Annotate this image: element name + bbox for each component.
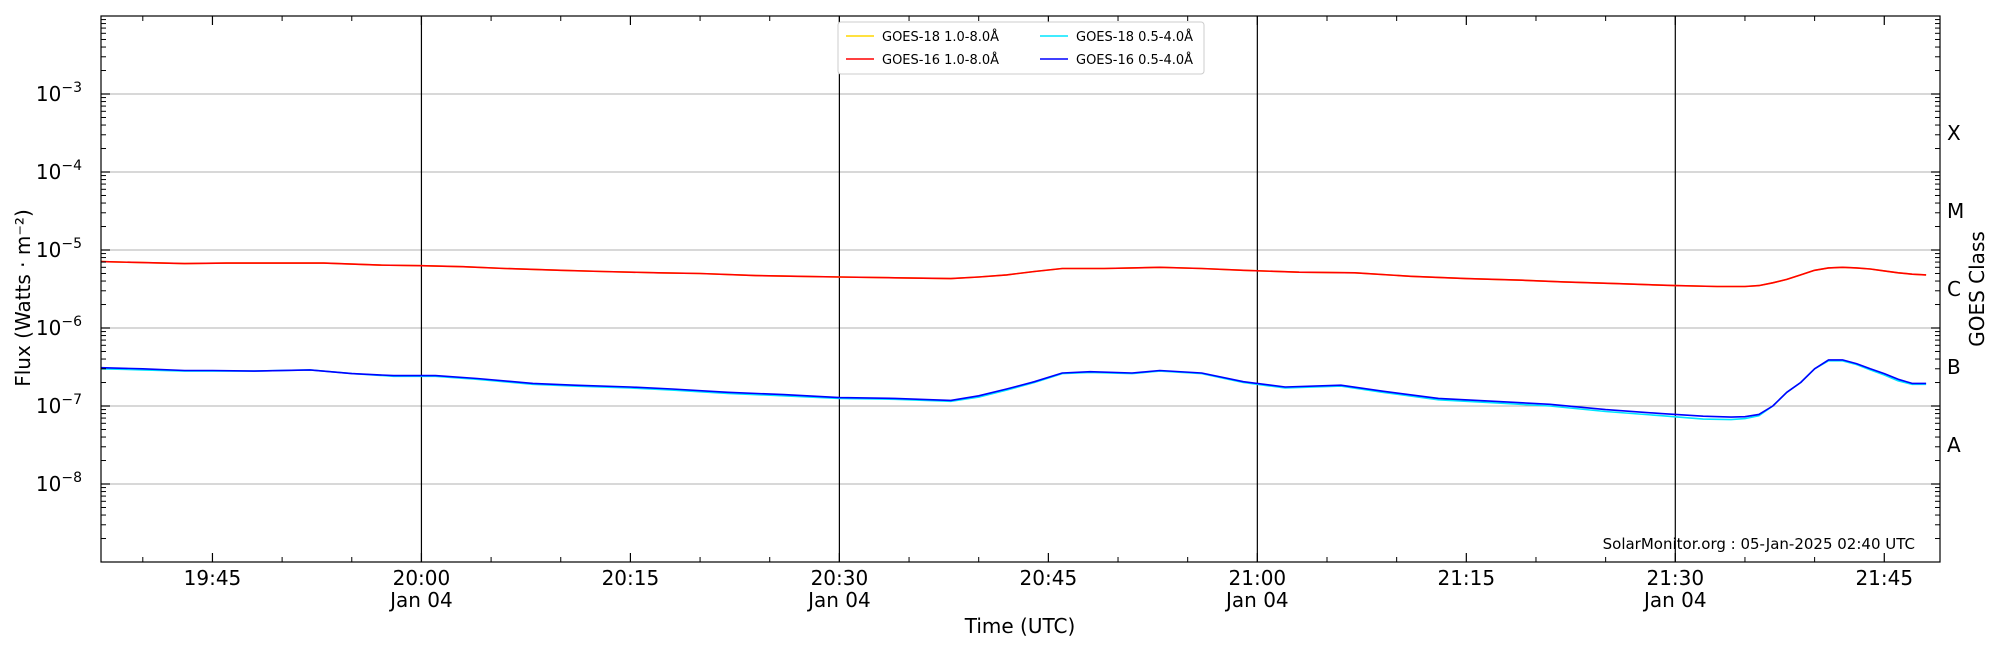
x-tick-label: 21:00	[1229, 566, 1287, 590]
legend-label: GOES-16 1.0-8.0Å	[882, 52, 999, 68]
watermark-text: SolarMonitor.org : 05-Jan-2025 02:40 UTC	[1603, 535, 1915, 553]
x-axis-label: Time (UTC)	[964, 614, 1076, 638]
y-tick-label: 10−4	[36, 158, 82, 184]
plot-area-frame	[100, 15, 1941, 563]
x-tick-date-label: Jan 04	[1224, 588, 1289, 612]
x-tick-label: 20:15	[602, 566, 660, 590]
grid-layer	[101, 93, 1940, 485]
y-tick-base: 10	[36, 82, 61, 106]
x-tick-label: 19:45	[184, 566, 242, 590]
y-tick-label: 10−3	[36, 80, 82, 106]
x-tick-label: 20:45	[1020, 566, 1078, 590]
goes-class-label: B	[1947, 355, 1961, 379]
y-tick-label: 10−7	[36, 392, 82, 418]
y-tick-exponent: −3	[61, 80, 82, 96]
goes-class-label: M	[1947, 199, 1964, 223]
legend-label: GOES-16 0.5-4.0Å	[1076, 52, 1193, 68]
y-tick-exponent: −4	[61, 158, 82, 174]
legend-label: GOES-18 1.0-8.0Å	[882, 29, 999, 45]
x-tick-label: 21:45	[1855, 566, 1913, 590]
x-tick-date-label: Jan 04	[1642, 588, 1707, 612]
tick-layer	[101, 16, 1940, 562]
y-tick-exponent: −6	[61, 314, 82, 330]
x-tick-date-label: Jan 04	[388, 588, 453, 612]
day-boundary-lines	[420, 16, 1676, 562]
y-tick-exponent: −5	[61, 236, 82, 252]
x-tick-date-label: Jan 04	[806, 588, 871, 612]
series-line-4	[100, 359, 1927, 418]
y-axis-label: Flux (Watts · m⁻²)	[11, 209, 35, 387]
y-tick-label: 10−6	[36, 314, 82, 340]
series-line-3	[100, 359, 1927, 421]
y-tick-exponent: −8	[61, 470, 82, 486]
y-axis-tick-labels: 10−810−710−610−510−410−3	[36, 80, 82, 496]
y-tick-base: 10	[36, 160, 61, 184]
y-tick-label: 10−8	[36, 470, 82, 496]
legend-frame	[837, 21, 1205, 75]
y2-axis-label: GOES Class	[1965, 231, 1989, 347]
series-line-2	[100, 260, 1927, 288]
y-tick-exponent: −7	[61, 392, 82, 408]
goes-class-label: X	[1947, 121, 1961, 145]
x-tick-label: 20:30	[811, 566, 869, 590]
y-tick-base: 10	[36, 472, 61, 496]
y-tick-base: 10	[36, 238, 61, 262]
goes-class-labels: A B C M X	[1947, 121, 1964, 457]
goes-class-label: C	[1947, 277, 1961, 301]
legend: GOES-18 1.0-8.0Å GOES-16 1.0-8.0Å GOES-18 …	[837, 21, 1205, 75]
legend-label: GOES-18 0.5-4.0Å	[1076, 29, 1193, 45]
y-tick-base: 10	[36, 316, 61, 340]
x-tick-label: 21:15	[1437, 566, 1495, 590]
x-tick-label: 20:00	[393, 566, 451, 590]
x-tick-label: 21:30	[1646, 566, 1704, 590]
goes-class-label: A	[1947, 433, 1961, 457]
series-layer	[100, 260, 1927, 421]
y-tick-label: 10−5	[36, 236, 82, 262]
y-tick-base: 10	[36, 394, 61, 418]
